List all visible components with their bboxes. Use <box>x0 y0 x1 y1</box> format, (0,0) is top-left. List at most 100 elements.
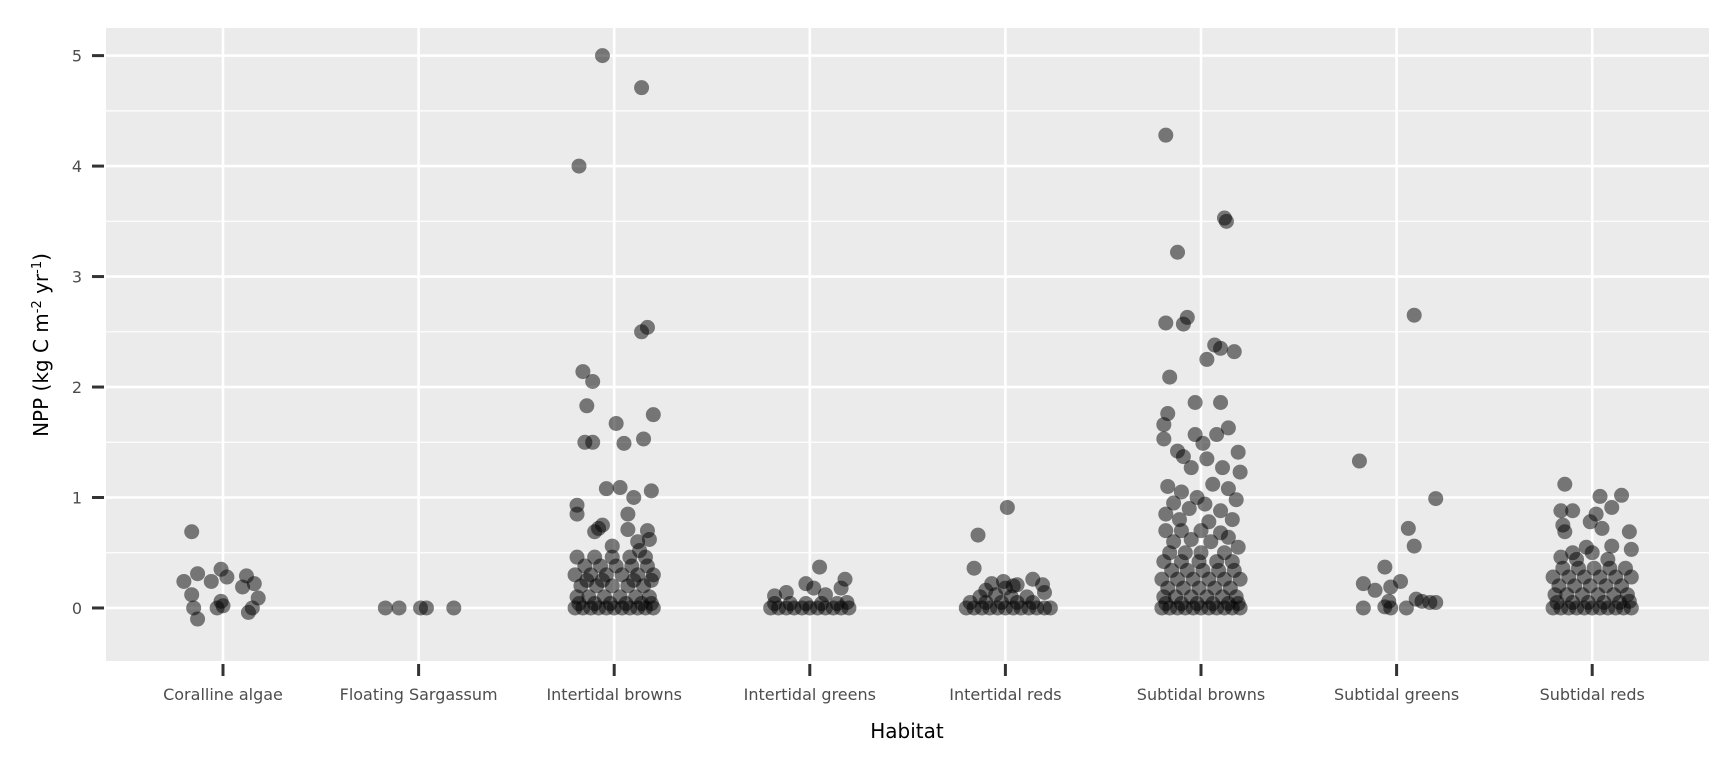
data-point <box>1197 496 1213 512</box>
data-point <box>1582 514 1598 530</box>
data-point <box>1173 523 1189 539</box>
data-point <box>645 407 661 423</box>
data-point <box>641 589 657 605</box>
data-point <box>569 549 585 565</box>
data-point <box>1171 512 1187 528</box>
data-point <box>1600 551 1616 567</box>
data-point <box>1218 213 1234 229</box>
x-tick-label: Intertidal reds <box>949 685 1061 704</box>
data-point <box>594 48 610 64</box>
data-point <box>1226 344 1242 360</box>
data-point <box>1351 453 1367 469</box>
data-point <box>1604 538 1620 554</box>
x-tick-label: Subtidal reds <box>1540 685 1645 704</box>
data-point <box>1199 451 1215 467</box>
data-point <box>1400 520 1416 536</box>
data-point <box>1230 539 1246 555</box>
y-tick-label: 5 <box>72 47 82 66</box>
data-point <box>1158 506 1174 522</box>
data-point <box>1158 315 1174 331</box>
data-point <box>641 531 657 547</box>
data-point <box>1383 579 1399 595</box>
data-point <box>1156 417 1172 433</box>
data-point <box>1213 503 1229 519</box>
data-point <box>571 158 587 174</box>
data-point <box>1158 523 1174 539</box>
data-point <box>814 596 830 612</box>
data-point <box>569 506 585 522</box>
data-point <box>1553 549 1569 565</box>
data-point <box>219 569 235 585</box>
data-point <box>634 324 650 340</box>
data-point <box>612 589 628 605</box>
data-point <box>1199 351 1215 367</box>
data-point <box>1193 545 1209 561</box>
data-point <box>604 549 620 565</box>
data-point <box>1623 541 1639 557</box>
data-point <box>1355 576 1371 592</box>
data-point <box>1228 492 1244 508</box>
data-point <box>1175 316 1191 332</box>
data-point <box>1213 340 1229 356</box>
data-point <box>1398 600 1414 616</box>
y-tick-label: 1 <box>72 489 82 508</box>
data-point <box>585 374 601 390</box>
data-point <box>591 520 607 536</box>
data-point <box>184 524 200 540</box>
data-point <box>1230 444 1246 460</box>
data-point <box>1019 589 1035 605</box>
data-point <box>812 559 828 575</box>
data-point <box>215 598 231 614</box>
data-point <box>767 596 783 612</box>
data-point <box>190 566 206 582</box>
data-point <box>377 600 393 616</box>
data-point <box>1406 307 1422 323</box>
data-point <box>1553 503 1569 519</box>
data-point <box>1193 523 1209 539</box>
data-point <box>620 522 636 538</box>
x-tick-label: Coralline algae <box>163 685 283 704</box>
data-point <box>1183 460 1199 476</box>
data-point <box>1160 478 1176 494</box>
data-point <box>1215 460 1231 476</box>
data-point <box>244 600 260 616</box>
data-point <box>626 490 642 506</box>
data-point <box>612 480 628 496</box>
data-point <box>1187 394 1203 410</box>
data-point <box>643 483 659 499</box>
plot-panel <box>106 28 1709 661</box>
data-point <box>634 80 650 96</box>
data-point <box>1592 488 1608 504</box>
data-point <box>1617 560 1633 576</box>
y-axis-title: NPP (kg C m-2 yr-1) <box>29 253 53 437</box>
data-point <box>1213 394 1229 410</box>
data-point <box>1156 431 1172 447</box>
y-axis: 0 1 2 3 4 5 <box>72 47 104 618</box>
data-point <box>970 527 986 543</box>
x-tick-label: Intertidal greens <box>744 685 876 704</box>
data-point <box>598 481 614 497</box>
data-point <box>1005 578 1021 594</box>
data-point <box>1232 464 1248 480</box>
data-point <box>1557 524 1573 540</box>
data-point <box>1037 585 1053 601</box>
data-point <box>1545 569 1561 585</box>
data-point <box>1166 495 1182 511</box>
data-point <box>628 589 644 605</box>
data-point <box>1166 534 1182 550</box>
data-point <box>616 435 632 451</box>
data-point <box>1170 244 1186 260</box>
y-tick-label: 0 <box>72 599 82 618</box>
data-point <box>604 538 620 554</box>
data-point <box>1565 503 1581 519</box>
data-point <box>620 506 636 522</box>
data-point <box>1175 449 1191 465</box>
x-tick-label: Floating Sargassum <box>340 685 498 704</box>
data-point <box>1569 551 1585 567</box>
data-point <box>839 594 855 610</box>
data-point <box>999 499 1015 515</box>
data-points <box>176 48 1639 627</box>
data-point <box>1428 491 1444 507</box>
data-point <box>596 589 612 605</box>
data-point <box>1195 435 1211 451</box>
